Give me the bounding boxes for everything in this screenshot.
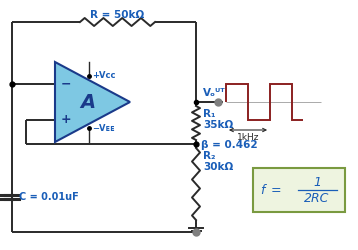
Text: C = 0.01uF: C = 0.01uF — [19, 192, 79, 202]
Text: +Vᴄᴄ: +Vᴄᴄ — [92, 71, 115, 80]
Text: R = 50kΩ: R = 50kΩ — [90, 10, 145, 20]
Text: 30kΩ: 30kΩ — [203, 162, 233, 172]
Text: −: − — [61, 78, 71, 91]
Text: β = 0.462: β = 0.462 — [201, 140, 258, 150]
Text: R₂: R₂ — [203, 151, 216, 161]
Text: 1kHz: 1kHz — [237, 132, 259, 141]
FancyBboxPatch shape — [253, 168, 345, 212]
Text: 1: 1 — [313, 176, 321, 188]
Text: R₁: R₁ — [203, 109, 216, 119]
Text: $f\ =$: $f\ =$ — [260, 183, 282, 197]
Text: 2RC: 2RC — [304, 192, 330, 205]
Text: −Vᴇᴇ: −Vᴇᴇ — [92, 124, 115, 133]
Text: A: A — [81, 92, 96, 112]
Text: 35kΩ: 35kΩ — [203, 120, 233, 130]
Polygon shape — [55, 62, 130, 142]
Text: Vₒᵁᵀ: Vₒᵁᵀ — [203, 88, 225, 98]
Text: +: + — [61, 113, 71, 126]
